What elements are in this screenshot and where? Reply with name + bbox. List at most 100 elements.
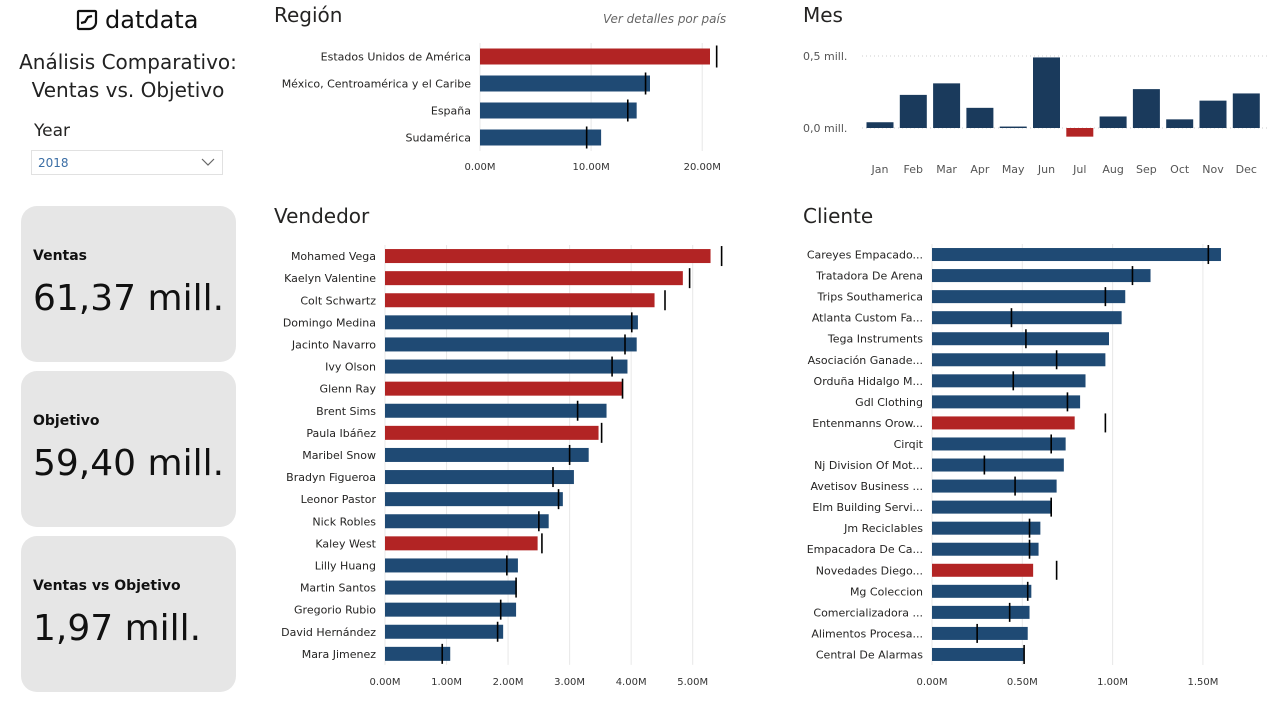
- region-chart: 0.00M 10.00M 20.00M Estados Unidos de Améri…: [282, 43, 721, 173]
- category-label: Mohamed Vega: [291, 250, 376, 263]
- bar: [385, 447, 589, 462]
- bar: [385, 425, 599, 440]
- axis-tick-label: 0.50M: [1007, 677, 1038, 688]
- bar: [932, 332, 1109, 346]
- month-label: Jan: [871, 163, 889, 176]
- bar: [385, 337, 637, 352]
- bar: [385, 403, 607, 418]
- bar: [385, 381, 622, 396]
- category-label: Bradyn Figueroa: [286, 471, 376, 484]
- category-label: Asociación Ganade...: [808, 354, 923, 367]
- category-label: Central De Alarmas: [816, 648, 923, 661]
- bar: [480, 75, 650, 92]
- bar: [1033, 57, 1060, 128]
- category-label: Colt Schwartz: [300, 294, 376, 307]
- category-label: Trips Southamerica: [817, 291, 923, 304]
- bar: [932, 311, 1122, 325]
- year-filter-label: Year: [34, 121, 70, 141]
- bar: [932, 269, 1151, 283]
- category-label: Jm Reciclables: [843, 522, 923, 535]
- category-label: Estados Unidos de América: [321, 51, 471, 64]
- category-label: Maribel Snow: [302, 449, 376, 462]
- month-label: Jun: [1037, 163, 1055, 176]
- bar: [1099, 116, 1127, 128]
- region-chart-title: Región: [274, 3, 343, 27]
- bar: [932, 353, 1106, 367]
- bar: [932, 395, 1081, 409]
- bar: [932, 647, 1025, 661]
- bar: [480, 48, 710, 65]
- bar: [385, 514, 549, 529]
- category-label: Martin Santos: [300, 582, 376, 595]
- bar: [932, 248, 1221, 262]
- axis-tick-label: 1.00M: [431, 677, 462, 688]
- month-label: Feb: [904, 163, 923, 176]
- bar: [932, 374, 1086, 388]
- bar: [932, 521, 1041, 535]
- category-label: Elm Building Servi...: [812, 501, 923, 514]
- month-label: May: [1002, 163, 1025, 176]
- month-label: Apr: [970, 163, 990, 176]
- bar: [999, 126, 1027, 128]
- month-chart: 0,5 mill. 0,0 mill. Jan Feb Mar Apr May Jun Jul A…: [803, 50, 1270, 176]
- category-label: Sudamérica: [405, 132, 471, 145]
- category-label: Paula Ibáñez: [306, 427, 376, 440]
- bar: [385, 359, 628, 374]
- category-label: España: [431, 105, 471, 118]
- year-dropdown[interactable]: 2018: [31, 150, 223, 175]
- bar: [932, 479, 1057, 493]
- kpi-card-ventas: Ventas 61,37 mill.: [21, 206, 236, 362]
- bar: [385, 602, 517, 617]
- month-chart-title: Mes: [803, 3, 843, 27]
- region-details-link[interactable]: Ver detalles por país: [603, 12, 727, 26]
- kpi-label: Ventas vs Objetivo: [33, 578, 181, 594]
- bar: [1132, 89, 1160, 128]
- bar: [1166, 119, 1194, 128]
- client-chart: 0.00M 0.50M 1.00M 1.50M Careyes Empacado... T…: [807, 244, 1221, 688]
- bar: [932, 542, 1039, 556]
- axis-tick-label: 0.00M: [370, 677, 401, 688]
- axis-tick-label: 3.00M: [554, 677, 585, 688]
- category-label: Careyes Empacado...: [807, 249, 923, 262]
- bar: [480, 102, 637, 119]
- bar: [385, 646, 451, 661]
- category-label: Kaelyn Valentine: [284, 272, 376, 285]
- category-label: Leonor Pastor: [301, 493, 377, 506]
- bar: [385, 624, 504, 639]
- brand-name: datdata: [105, 6, 199, 34]
- brand-logo: datdata: [75, 6, 198, 34]
- category-label: Avetisov Business ...: [811, 480, 924, 493]
- axis-tick-label: 0,5 mill.: [803, 50, 847, 63]
- bar: [932, 290, 1126, 304]
- category-label: Orduña Hidalgo M...: [814, 375, 923, 388]
- category-label: Lilly Huang: [315, 559, 376, 572]
- bar: [932, 500, 1052, 514]
- title-line-1: Análisis Comparativo:: [19, 50, 237, 74]
- bar: [385, 293, 655, 308]
- bar: [1232, 93, 1260, 128]
- bar: [932, 458, 1064, 472]
- logo-chart-icon: [76, 9, 98, 31]
- bar: [932, 605, 1030, 619]
- bar: [932, 584, 1032, 598]
- category-label: México, Centroamérica y el Caribe: [282, 78, 472, 91]
- axis-tick-label: 1.00M: [1097, 677, 1128, 688]
- kpi-card-ventas-vs-objetivo: Ventas vs Objetivo 1,97 mill.: [21, 536, 236, 692]
- client-chart-title: Cliente: [803, 204, 874, 228]
- month-label: Nov: [1202, 163, 1224, 176]
- bar: [385, 558, 518, 573]
- category-label: Domingo Medina: [283, 316, 376, 329]
- bar: [932, 437, 1066, 451]
- month-label: Dec: [1236, 163, 1257, 176]
- category-label: Alimentos Procesa...: [811, 627, 923, 640]
- axis-tick-label: 2.00M: [493, 677, 524, 688]
- category-label: Tratadora De Arena: [815, 270, 923, 283]
- month-label: Sep: [1136, 163, 1157, 176]
- category-label: Cirqit: [894, 438, 924, 451]
- category-label: Mg Coleccion: [850, 585, 923, 598]
- category-label: Atlanta Custom Fa...: [812, 312, 923, 325]
- bar: [966, 107, 994, 128]
- bar: [866, 122, 894, 128]
- category-label: Jacinto Navarro: [291, 338, 376, 351]
- year-dropdown-value: 2018: [38, 156, 69, 170]
